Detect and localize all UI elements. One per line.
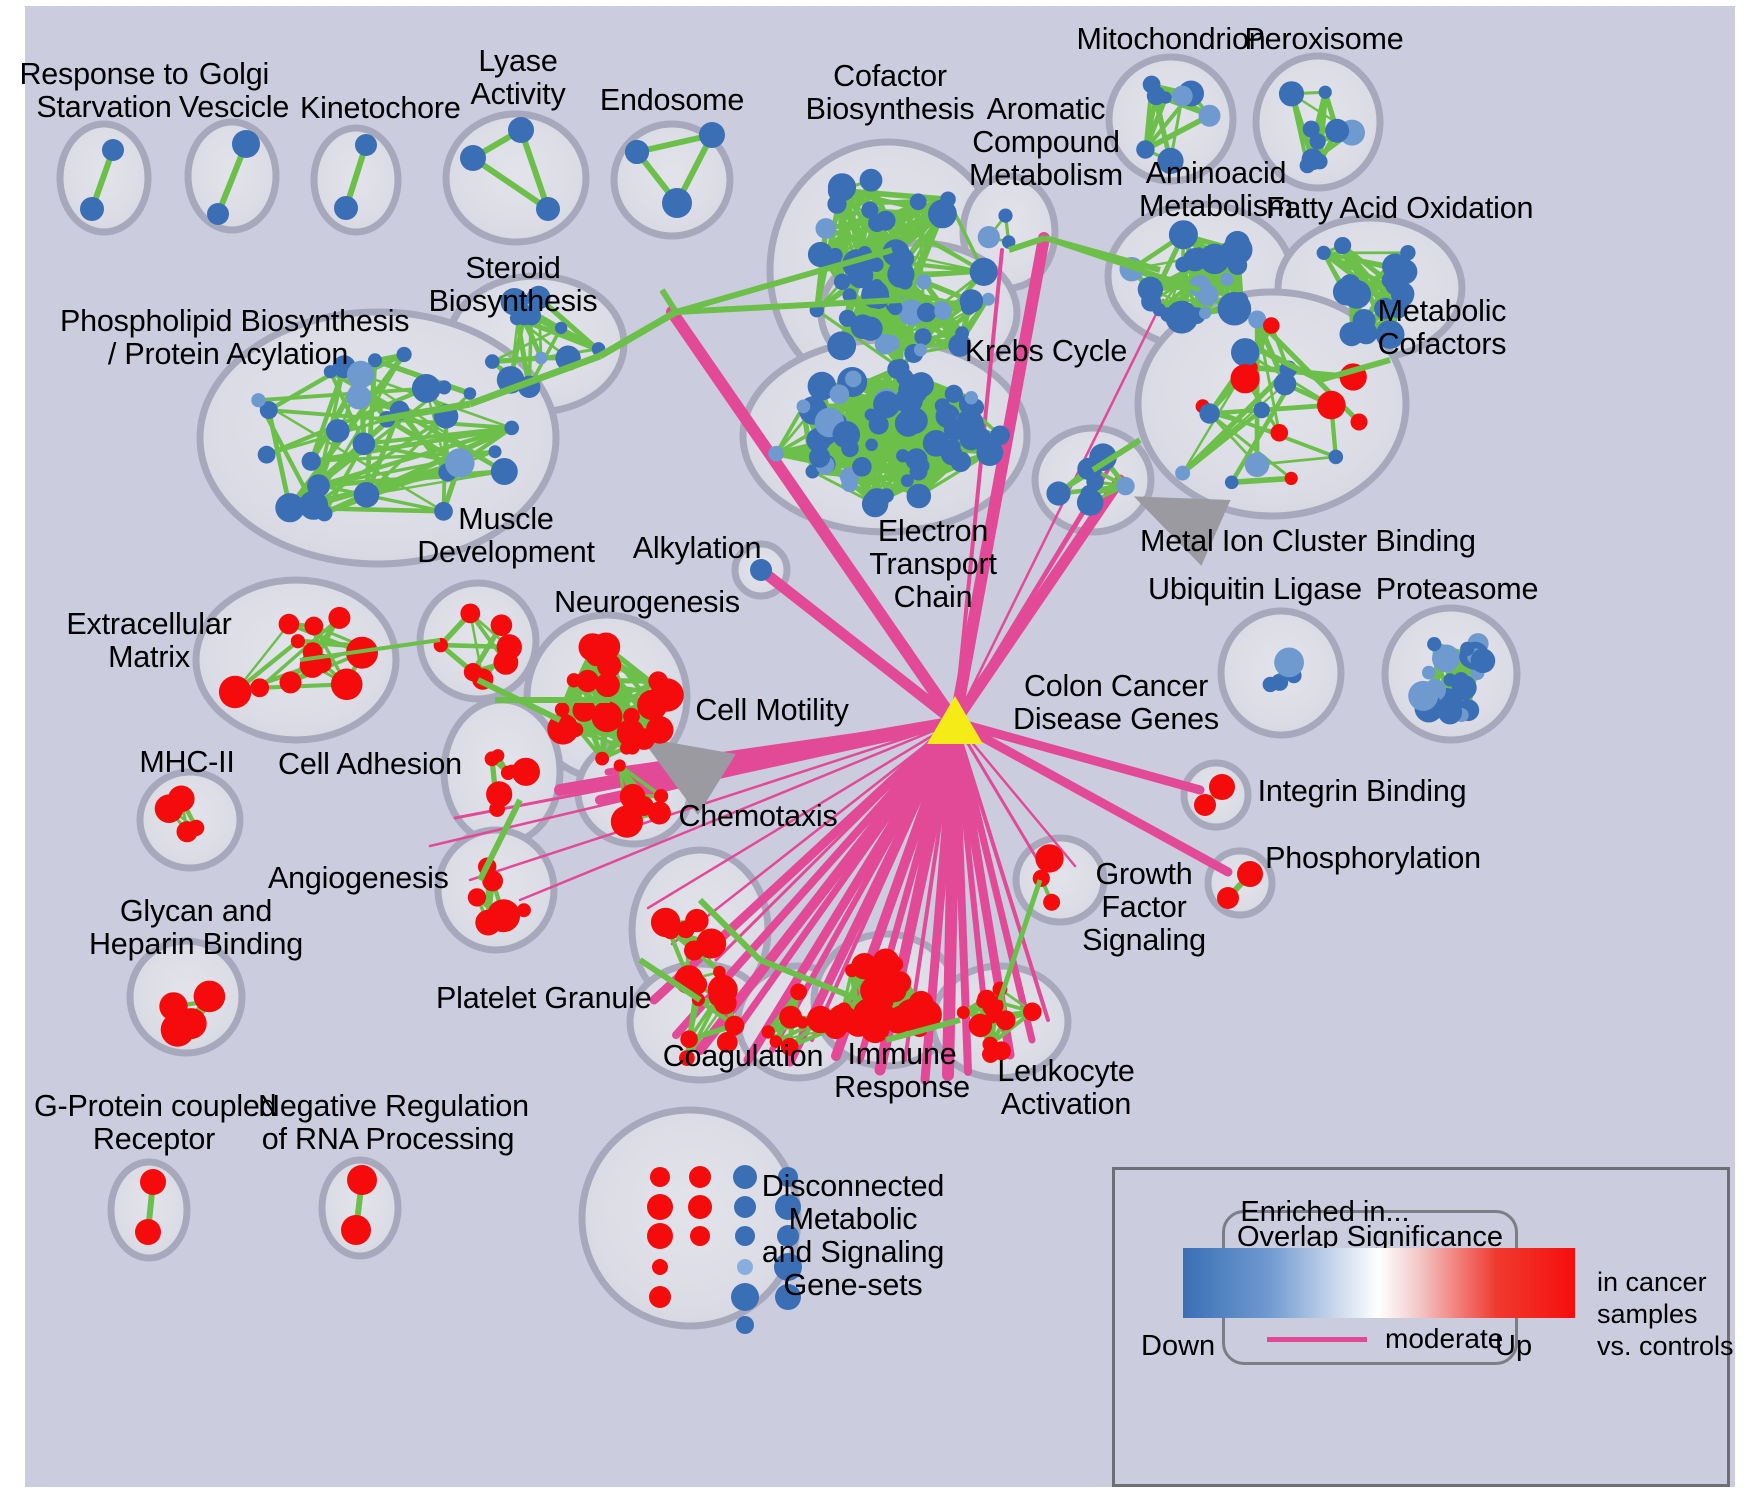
label-peroxisome: Peroxisome bbox=[1244, 22, 1404, 56]
cluster-network-endosome bbox=[625, 122, 725, 218]
label-colon-cancer-disease-genes: Colon Cancer Disease Genes bbox=[1013, 669, 1219, 736]
label-steroid-biosynthesis: Steroid Biosynthesis bbox=[428, 251, 598, 318]
label-lyase-activity: Lyase Activity bbox=[470, 44, 566, 111]
label-g-protein-coupled-receptor: G-Protein coupled Receptor bbox=[34, 1089, 277, 1156]
label-angiogenesis: Angiogenesis bbox=[268, 861, 449, 895]
cluster-network-proteasome bbox=[1408, 633, 1496, 725]
label-cell-adhesion: Cell Adhesion bbox=[278, 747, 462, 781]
cluster-network-response-to-starvation bbox=[80, 139, 124, 221]
legend-label-down: Down bbox=[1141, 1330, 1216, 1362]
hub-node-colon-cancer-disease-genes[interactable] bbox=[927, 696, 983, 744]
cluster-network-phosphorylation bbox=[1217, 861, 1263, 909]
arrow-cell-motility bbox=[640, 737, 736, 816]
label-disconnected-gene-sets: Disconnected Metabolic and Signaling Gen… bbox=[761, 1169, 945, 1302]
label-krebs-cycle: Krebs Cycle bbox=[964, 334, 1128, 368]
label-coagulation: Coagulation bbox=[662, 1039, 824, 1073]
label-metal-ion-cluster-binding: Metal Ion Cluster Binding bbox=[1140, 524, 1476, 558]
label-ubiquitin-ligase: Ubiquitin Ligase bbox=[1148, 572, 1362, 606]
cluster-network-kinetochore bbox=[334, 134, 377, 220]
label-cell-motility: Cell Motility bbox=[695, 693, 849, 727]
cluster-network-metabolic-cofactors bbox=[1175, 310, 1368, 490]
label-fatty-acid-oxidation: Fatty Acid Oxidation bbox=[1266, 191, 1534, 225]
label-electron-transport-chain: Electron Transport Chain bbox=[869, 514, 997, 614]
cluster-network-cell-adhesion bbox=[484, 749, 540, 817]
cluster-network-golgi-vescicle bbox=[207, 130, 260, 225]
label-growth-factor-signaling: Growth Factor Signaling bbox=[1082, 857, 1206, 957]
cluster-network-ubiquitin-ligase bbox=[1262, 647, 1304, 693]
cluster-network-muscle-development bbox=[433, 603, 522, 690]
label-immune-response: Immune Response bbox=[834, 1037, 970, 1104]
label-platelet-granule: Platelet Granule bbox=[436, 981, 652, 1015]
cluster-network-disconnected-gene-sets bbox=[647, 1165, 802, 1334]
cluster-network-peroxisome bbox=[1278, 81, 1365, 174]
label-golgi-vescicle: Golgi Vescicle bbox=[178, 57, 290, 124]
cluster-network-fatty-acid-oxidation bbox=[1316, 237, 1418, 349]
cluster-network-lyase-activity bbox=[460, 117, 560, 221]
cluster-network-angiogenesis bbox=[467, 857, 531, 936]
label-extracellular-matrix: Extracellular Matrix bbox=[66, 607, 232, 674]
label-mitochondrion: Mitochondrion bbox=[1076, 22, 1266, 56]
cluster-network-phospholipid-biosynthesis bbox=[251, 346, 519, 523]
label-response-to-starvation: Response to Starvation bbox=[19, 57, 189, 124]
cluster-network-neurogenesis bbox=[547, 632, 684, 766]
legend-swatch-moderate bbox=[1267, 1337, 1367, 1342]
label-cofactor-biosynthesis: Cofactor Biosynthesis bbox=[805, 59, 975, 126]
label-mhc-ii: MHC-II bbox=[139, 745, 235, 779]
label-proteasome: Proteasome bbox=[1375, 572, 1539, 606]
cluster-network-platelet-granule bbox=[679, 974, 745, 1066]
cluster-network-immune-response bbox=[827, 948, 942, 1044]
cluster-network-electron-transport-chain bbox=[768, 359, 1010, 518]
label-muscle-development: Muscle Development bbox=[417, 502, 595, 569]
label-aminoacid-metabolism: Aminoacid Metabolism bbox=[1139, 156, 1293, 223]
label-alkylation: Alkylation bbox=[632, 531, 762, 565]
cluster-network-cell-motility bbox=[610, 759, 671, 838]
legend-label-up: Up bbox=[1495, 1330, 1533, 1362]
cluster-network-mhc-ii bbox=[154, 785, 205, 843]
legend-label-moderate: moderate bbox=[1385, 1323, 1504, 1354]
inter-cluster-edges bbox=[299, 235, 1391, 1043]
cluster-network-g-protein-coupled-receptor bbox=[135, 1169, 166, 1245]
cluster-network-steroid-biosynthesis bbox=[485, 285, 606, 398]
label-phospholipid-biosynthesis: Phospholipid Biosynthesis / Protein Acyl… bbox=[60, 304, 410, 371]
enrichment-colorbar bbox=[1183, 1248, 1575, 1318]
cluster-network-aromatic-compound-metabolism bbox=[977, 208, 1016, 249]
label-glycan-heparin-binding: Glycan and Heparin Binding bbox=[88, 894, 304, 961]
cluster-network-negative-regulation-rna bbox=[341, 1165, 377, 1245]
label-integrin-binding: Integrin Binding bbox=[1257, 774, 1467, 808]
legend-enriched-title: Enriched in... bbox=[1240, 1196, 1410, 1228]
label-chemotaxis: Chemotaxis bbox=[678, 799, 838, 833]
label-endosome: Endosome bbox=[599, 83, 745, 117]
cluster-network-alkylation bbox=[750, 559, 772, 581]
cluster-network-coagulation bbox=[761, 983, 848, 1056]
cluster-network-mitochondrion bbox=[1136, 75, 1221, 174]
label-leukocyte-activation: Leukocyte Activation bbox=[997, 1054, 1135, 1121]
label-neurogenesis: Neurogenesis bbox=[554, 585, 740, 619]
arrow-metal-ion bbox=[1133, 495, 1231, 566]
legend-enriched-in: Enriched in... Down Up in cancer samples… bbox=[1112, 1167, 1734, 1487]
cluster-networks bbox=[80, 75, 1496, 1334]
cluster-network-integrin-binding bbox=[1194, 774, 1235, 816]
annotation-arrows bbox=[640, 495, 1231, 816]
legend-overlap-title: Overlap Significance bbox=[1237, 1221, 1503, 1253]
label-negative-regulation-rna: Negative Regulation of RNA Processing bbox=[258, 1089, 529, 1156]
label-aromatic-compound-metabolism: Aromatic Compound Metabolism bbox=[969, 92, 1123, 192]
label-metabolic-cofactors: Metabolic Cofactors bbox=[1377, 294, 1507, 361]
cluster-network-glycan-heparin-binding bbox=[159, 980, 226, 1047]
legend-note-cancer-samples: in cancer samples vs. controls bbox=[1597, 1267, 1734, 1361]
label-kinetochore: Kinetochore bbox=[300, 91, 461, 125]
label-phosphorylation: Phosphorylation bbox=[1265, 841, 1481, 875]
